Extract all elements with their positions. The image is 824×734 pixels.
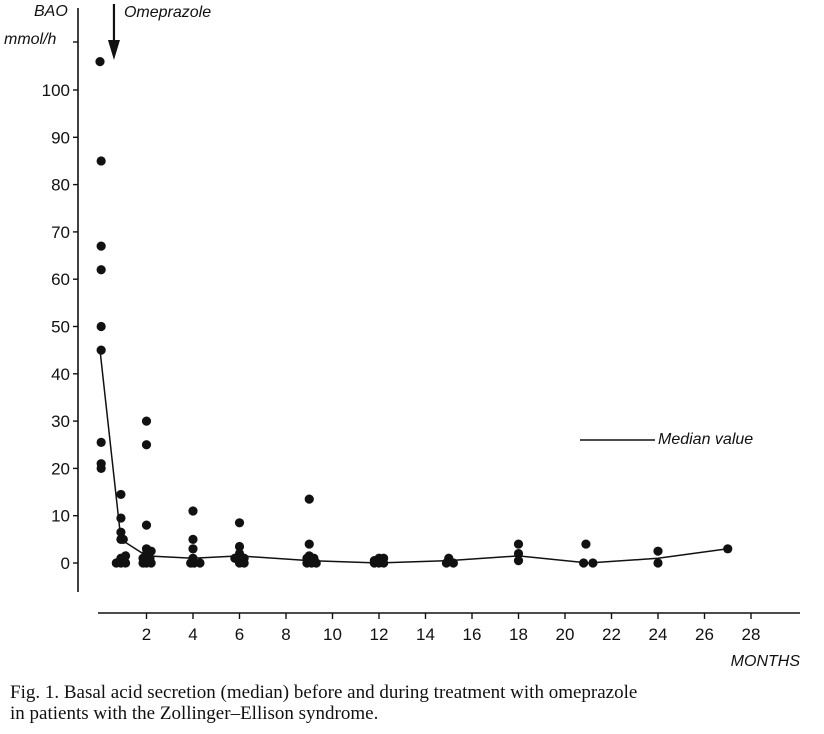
data-point [141,440,152,450]
axes [77,8,800,614]
y-tick-label: 30 [51,412,70,431]
data-point [234,518,245,528]
data-point [441,558,452,568]
y-tick-label: 60 [51,270,70,289]
data-point [141,416,152,426]
data-point [96,156,106,166]
data-points [95,57,733,568]
data-point [146,558,156,568]
median-line [99,350,728,564]
data-point [513,539,524,549]
y-tick-label: 0 [61,554,70,573]
data-point [653,558,663,568]
data-point [96,321,106,332]
x-ticks: 2 4 6 8 10 12 14 16 18 20 22 24 26 28 [142,613,761,644]
data-point [588,558,598,568]
data-point [146,546,156,556]
data-point [311,558,321,568]
x-tick-label: 16 [463,625,482,644]
data-point [304,494,314,504]
legend-label: Median value [658,431,753,448]
figure-caption: Fig. 1. Basal acid secretion (median) be… [10,682,822,724]
data-point [96,345,106,355]
data-point [239,558,249,568]
data-point [653,546,663,556]
data-point [95,57,105,67]
y-tick-label: 40 [51,365,70,384]
data-point [723,544,733,554]
data-point [234,541,245,552]
data-point [581,539,591,549]
data-point [304,539,314,549]
data-point [96,463,106,473]
y-tick-label: 10 [51,507,70,526]
y-tick-label: 20 [51,459,70,478]
x-axis-title: MONTHS [731,653,801,670]
x-tick-label: 10 [323,625,342,644]
data-point [96,437,106,447]
y-tick-label: 70 [51,223,70,242]
x-tick-label: 20 [556,625,575,644]
x-tick-label: 14 [416,625,435,644]
y-ticks: 0 10 20 30 40 50 60 70 80 90 100 [42,41,78,573]
x-tick-label: 4 [188,625,197,644]
caption-line-2: in patients with the Zollinger–Ellison s… [10,703,379,724]
y-axis-title-line1: BAO [34,3,68,20]
x-tick-label: 26 [695,625,714,644]
data-point [120,558,131,568]
data-point [116,527,126,537]
x-tick-label: 6 [235,625,244,644]
caption-line-1: Fig. 1. Basal acid secretion (median) be… [10,682,638,703]
data-point [188,506,198,516]
data-point [379,558,389,568]
y-tick-label: 100 [42,81,70,100]
data-point [188,534,198,544]
data-point [513,556,524,566]
x-tick-label: 8 [281,625,290,644]
data-point [188,544,198,554]
x-tick-label: 2 [142,625,151,644]
data-point [195,558,205,568]
data-point [116,489,126,500]
data-point [448,558,458,568]
data-point [116,513,126,523]
x-tick-label: 12 [370,625,389,644]
data-point [120,551,131,561]
y-axis-title-line2: mmol/h [4,31,57,48]
y-tick-label: 80 [51,176,70,195]
x-tick-label: 18 [509,625,528,644]
legend: Median value [580,431,753,448]
x-tick-label: 28 [742,625,761,644]
y-tick-label: 90 [51,128,70,147]
arrow-head [107,40,120,60]
data-point [141,520,152,530]
data-point [118,534,128,544]
arrow-label: Omeprazole [124,4,211,21]
data-point [579,558,589,568]
data-point [96,265,106,275]
x-tick-label: 22 [602,625,621,644]
data-point [513,548,524,559]
y-tick-label: 50 [51,318,70,337]
x-tick-label: 24 [649,625,668,644]
omeprazole-arrow: Omeprazole [107,4,211,60]
data-point [96,241,106,251]
